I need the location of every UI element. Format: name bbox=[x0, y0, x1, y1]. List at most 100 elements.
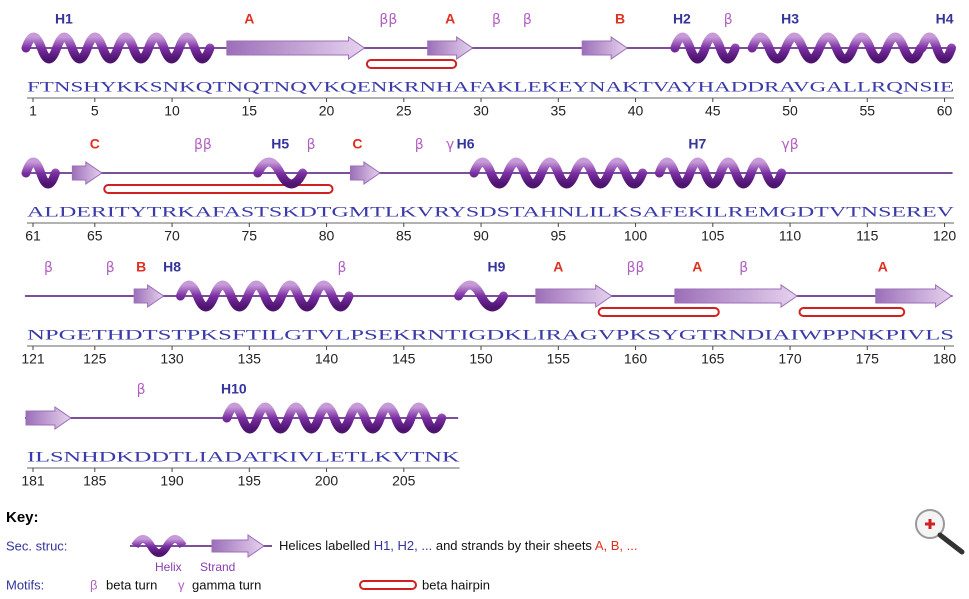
tick-label: 115 bbox=[856, 228, 879, 244]
strand bbox=[26, 407, 71, 429]
beta-turn: beta turn bbox=[106, 577, 157, 592]
strand bbox=[72, 162, 101, 184]
tick-label: 150 bbox=[469, 351, 493, 367]
tick-label: 61 bbox=[25, 228, 41, 244]
tick-label: 200 bbox=[315, 473, 339, 489]
tick-label: 35 bbox=[551, 103, 567, 119]
structure-label: B bbox=[136, 259, 146, 275]
structure-label: H5 bbox=[271, 136, 289, 152]
strand bbox=[582, 37, 627, 59]
strand bbox=[675, 285, 797, 307]
tick-label: 165 bbox=[701, 351, 725, 367]
gamma-turn: gamma turn bbox=[192, 577, 261, 592]
tick-label: 85 bbox=[396, 228, 412, 244]
structure-label: C bbox=[90, 136, 100, 152]
tick-label: 145 bbox=[392, 351, 416, 367]
key-strand-icon bbox=[212, 535, 264, 557]
hairpin-icon bbox=[360, 581, 416, 589]
structure-label: H3 bbox=[781, 11, 799, 27]
structure-label: ββ bbox=[379, 12, 397, 28]
tick-label: 135 bbox=[238, 351, 262, 367]
structure-label: A bbox=[692, 259, 702, 275]
beta-symbol: β bbox=[90, 577, 97, 592]
sequence: FTNSHYKKSNKQTNQTNQVKQENKRNHAFAKLEKEYNAKT… bbox=[27, 79, 954, 95]
structure-label: B bbox=[615, 11, 625, 27]
tick-label: 80 bbox=[319, 228, 335, 244]
tick-label: 190 bbox=[160, 473, 184, 489]
gamma-symbol: γ bbox=[178, 577, 185, 592]
structure-label: γβ bbox=[781, 137, 798, 153]
structure-label: H7 bbox=[688, 136, 706, 152]
structure-label: H8 bbox=[163, 259, 181, 275]
structure-label: β bbox=[492, 12, 501, 28]
structure-label: A bbox=[553, 259, 563, 275]
structure-label: γ bbox=[446, 137, 454, 153]
sequence-row: βH10ILSNHDKDDTLIADATKIVLETLKVTNK18118519… bbox=[21, 381, 460, 489]
tick-label: 1 bbox=[29, 103, 37, 119]
key-text: Helices labelled H1, H2, ... and strands… bbox=[279, 538, 637, 553]
t1: Helices labelled bbox=[279, 538, 370, 553]
strand bbox=[350, 162, 379, 184]
strand bbox=[536, 285, 612, 307]
structure-label: β bbox=[724, 12, 733, 28]
key: Key: Sec. struc: Helix Strand Helices la… bbox=[6, 509, 962, 592]
structure-label: H6 bbox=[457, 136, 475, 152]
strand bbox=[428, 37, 473, 59]
tick-label: 110 bbox=[779, 228, 802, 244]
tick-label: 120 bbox=[933, 228, 957, 244]
tick-label: 60 bbox=[937, 103, 953, 119]
tick-label: 180 bbox=[933, 351, 957, 367]
tick-label: 140 bbox=[315, 351, 339, 367]
structure-label: β bbox=[523, 12, 532, 28]
helix bbox=[922, 37, 951, 59]
beta-hairpin bbox=[367, 60, 456, 68]
structure-label: β bbox=[44, 260, 53, 276]
tick-label: 95 bbox=[551, 228, 567, 244]
structure-label: ββ bbox=[194, 137, 212, 153]
structure-label: β bbox=[415, 137, 424, 153]
structure-label: A bbox=[244, 11, 254, 27]
motifs-label: Motifs: bbox=[6, 577, 44, 592]
structure-label: A bbox=[878, 259, 888, 275]
structure-label: C bbox=[352, 136, 362, 152]
key-strand: Strand bbox=[200, 560, 235, 574]
strand bbox=[876, 285, 952, 307]
tick-label: 100 bbox=[624, 228, 648, 244]
key-helix: Helix bbox=[155, 560, 182, 574]
rows: H1AββAββBH2βH3H4FTNSHYKKSNKQTNQTNQVKQENK… bbox=[21, 11, 956, 489]
sequence: ILSNHDKDDTLIADATKIVLETLKVTNK bbox=[27, 449, 460, 465]
tick-label: 10 bbox=[164, 103, 180, 119]
tick-label: 105 bbox=[701, 228, 725, 244]
beta-hairpin bbox=[599, 308, 719, 316]
beta-hairpin bbox=[800, 308, 905, 316]
tick-label: 70 bbox=[164, 228, 180, 244]
tick-label: 15 bbox=[242, 103, 258, 119]
tick-label: 40 bbox=[628, 103, 644, 119]
tick-label: 25 bbox=[396, 103, 412, 119]
pdbsum-wiring-diagram: H1AββAββBH2βH3H4FTNSHYKKSNKQTNQTNQVKQENK… bbox=[0, 0, 969, 594]
sequence: ALDERITYTRKAFASTSKDTGMTLKVRYSDSTAHNLILKS… bbox=[27, 204, 954, 220]
t2: and strands by their sheets bbox=[436, 538, 593, 553]
tick-label: 5 bbox=[91, 103, 99, 119]
sheet-names: A, B, ... bbox=[595, 538, 638, 553]
tick-label: 50 bbox=[782, 103, 798, 119]
tick-label: 75 bbox=[242, 228, 258, 244]
helix bbox=[227, 407, 442, 429]
tick-label: 125 bbox=[83, 351, 107, 367]
structure-label: β bbox=[307, 137, 316, 153]
structure-label: H4 bbox=[936, 11, 954, 27]
tick-label: 65 bbox=[87, 228, 103, 244]
tick-label: 175 bbox=[856, 351, 880, 367]
structure-label: β bbox=[137, 382, 146, 398]
zoom-icon[interactable] bbox=[916, 510, 962, 552]
structure-label: H9 bbox=[488, 259, 506, 275]
helix bbox=[26, 162, 55, 184]
strand bbox=[134, 285, 163, 307]
tick-label: 195 bbox=[238, 473, 262, 489]
sec-struc-label: Sec. struc: bbox=[6, 538, 67, 553]
key-title: Key: bbox=[6, 509, 39, 526]
structure-label: ββ bbox=[627, 260, 645, 276]
structure-label: β bbox=[739, 260, 748, 276]
